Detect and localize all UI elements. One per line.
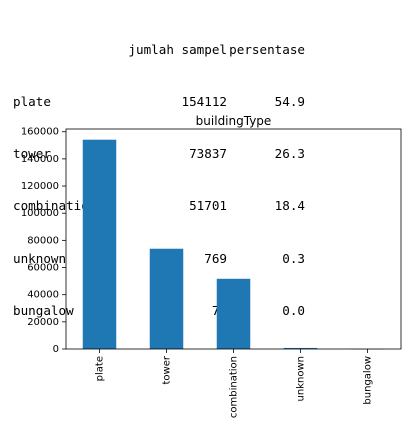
- y-tick-label: 140000: [21, 154, 59, 165]
- row-label: plate: [13, 93, 113, 110]
- x-tick-label: tower: [162, 355, 173, 384]
- y-tick-label: 60000: [27, 263, 59, 274]
- y-tick-label: 100000: [21, 208, 59, 219]
- y-tick-label: 160000: [21, 127, 59, 138]
- bar-tower: [150, 249, 184, 349]
- x-axis: plate tower combination unknown bungalow: [95, 349, 374, 418]
- row-count: 154112: [113, 93, 227, 110]
- y-tick-label: 20000: [27, 317, 59, 328]
- x-tick-label: unknown: [296, 356, 307, 401]
- bar-combination: [217, 279, 251, 349]
- x-tick-label: plate: [95, 356, 106, 381]
- bars-group: [83, 140, 385, 350]
- y-tick-label: 0: [53, 344, 59, 355]
- column-header-percent: persentase: [227, 41, 305, 58]
- table-index-header: [13, 41, 113, 58]
- y-tick-label: 80000: [27, 235, 59, 246]
- y-tick-label: 120000: [21, 181, 59, 192]
- y-tick-label: 40000: [27, 290, 59, 301]
- bar-plate: [83, 140, 117, 349]
- bar-chart-svg: buildingType 0 20000 40000 60000 80000 100000…: [0, 112, 416, 427]
- table-row: plate 154112 54.9: [13, 93, 305, 110]
- row-percent: 54.9: [227, 93, 305, 110]
- chart-title: buildingType: [196, 114, 272, 128]
- y-axis: 0 20000 40000 60000 80000 100000 120000 140000 1…: [21, 127, 66, 355]
- column-header-count: jumlah sampel: [113, 41, 227, 58]
- bar-chart: buildingType 0 20000 40000 60000 80000 100000…: [0, 112, 416, 427]
- x-tick-label: bungalow: [363, 356, 374, 405]
- x-tick-label: combination: [229, 356, 240, 418]
- table-header-row: jumlah sampel persentase: [13, 41, 305, 58]
